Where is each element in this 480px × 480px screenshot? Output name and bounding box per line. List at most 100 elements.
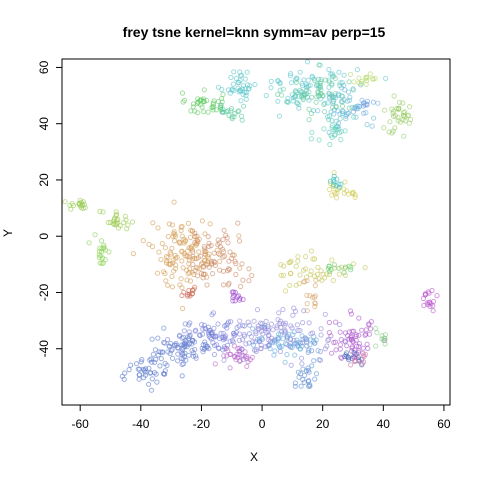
data-point: [178, 283, 182, 287]
data-point: [323, 312, 327, 316]
y-tick-label: 20: [37, 173, 51, 187]
data-point: [250, 273, 254, 277]
data-point: [347, 80, 351, 84]
data-point: [269, 79, 273, 83]
data-point: [299, 356, 303, 360]
data-point: [370, 124, 374, 128]
data-point: [243, 350, 247, 354]
data-point: [269, 322, 273, 326]
y-tick-label: 40: [37, 117, 51, 131]
data-point: [166, 234, 170, 238]
data-point: [243, 77, 247, 81]
data-point: [264, 93, 268, 97]
data-point: [129, 363, 133, 367]
data-point: [300, 362, 304, 366]
data-point: [288, 283, 292, 287]
data-point: [365, 123, 369, 127]
data-point: [326, 338, 330, 342]
data-point: [339, 138, 343, 142]
data-point: [239, 284, 243, 288]
data-point: [392, 94, 396, 98]
data-point: [299, 384, 303, 388]
data-point: [328, 142, 332, 146]
data-point: [364, 328, 368, 332]
data-point: [130, 220, 134, 224]
data-point: [298, 273, 302, 277]
data-point: [306, 78, 310, 82]
data-point: [153, 348, 157, 352]
data-point: [293, 353, 297, 357]
data-point: [131, 252, 135, 256]
data-point: [352, 80, 356, 84]
data-point: [191, 105, 195, 109]
data-point: [375, 331, 379, 335]
data-point: [222, 354, 226, 358]
x-tick-label: -20: [193, 417, 211, 431]
data-point: [307, 321, 311, 325]
data-point: [202, 110, 206, 114]
data-point: [343, 180, 347, 184]
y-tick-label: 0: [37, 233, 51, 240]
data-point: [222, 283, 226, 287]
y-axis-label: Y: [1, 229, 15, 237]
data-point: [382, 126, 386, 130]
data-point: [186, 221, 190, 225]
x-tick-label: 60: [437, 417, 451, 431]
y-tick-label: -40: [37, 340, 51, 358]
data-point: [296, 255, 300, 259]
data-point: [216, 322, 220, 326]
data-point: [151, 221, 155, 225]
data-point: [342, 73, 346, 77]
data-point: [213, 362, 217, 366]
data-point: [327, 320, 331, 324]
data-point: [334, 348, 338, 352]
data-point: [277, 311, 281, 315]
data-point: [360, 328, 364, 332]
data-point: [277, 114, 281, 118]
data-point: [125, 227, 129, 231]
data-point: [170, 285, 174, 289]
data-point: [310, 130, 314, 134]
data-point: [316, 265, 320, 269]
data-point: [269, 86, 273, 90]
data-point: [276, 92, 280, 96]
data-point: [172, 200, 176, 204]
data-point: [295, 323, 299, 327]
data-point: [337, 272, 341, 276]
data-point: [280, 93, 284, 97]
data-point: [227, 259, 231, 263]
data-point: [164, 279, 168, 283]
data-point: [310, 95, 314, 99]
data-point: [285, 352, 289, 356]
data-point: [221, 237, 225, 241]
data-point: [180, 259, 184, 263]
x-tick-label: 20: [316, 417, 330, 431]
data-point: [338, 343, 342, 347]
data-point: [159, 257, 163, 261]
data-point: [197, 250, 201, 254]
data-point: [234, 272, 238, 276]
data-point: [239, 99, 243, 103]
data-point: [239, 114, 243, 118]
data-point: [163, 246, 167, 250]
data-point: [338, 330, 342, 334]
data-point: [312, 359, 316, 363]
data-point: [283, 360, 287, 364]
data-point: [173, 239, 177, 243]
data-point: [127, 368, 131, 372]
data-points: [63, 60, 439, 393]
data-point: [298, 70, 302, 74]
data-point: [155, 271, 159, 275]
x-tick-label: -40: [132, 417, 150, 431]
data-point: [435, 294, 439, 298]
data-point: [155, 380, 159, 384]
data-point: [361, 346, 365, 350]
data-point: [242, 104, 246, 108]
data-point: [253, 82, 257, 86]
data-point: [374, 326, 378, 330]
data-point: [247, 279, 251, 283]
data-point: [407, 121, 411, 125]
data-point: [284, 341, 288, 345]
data-point: [301, 321, 305, 325]
data-point: [229, 75, 233, 79]
